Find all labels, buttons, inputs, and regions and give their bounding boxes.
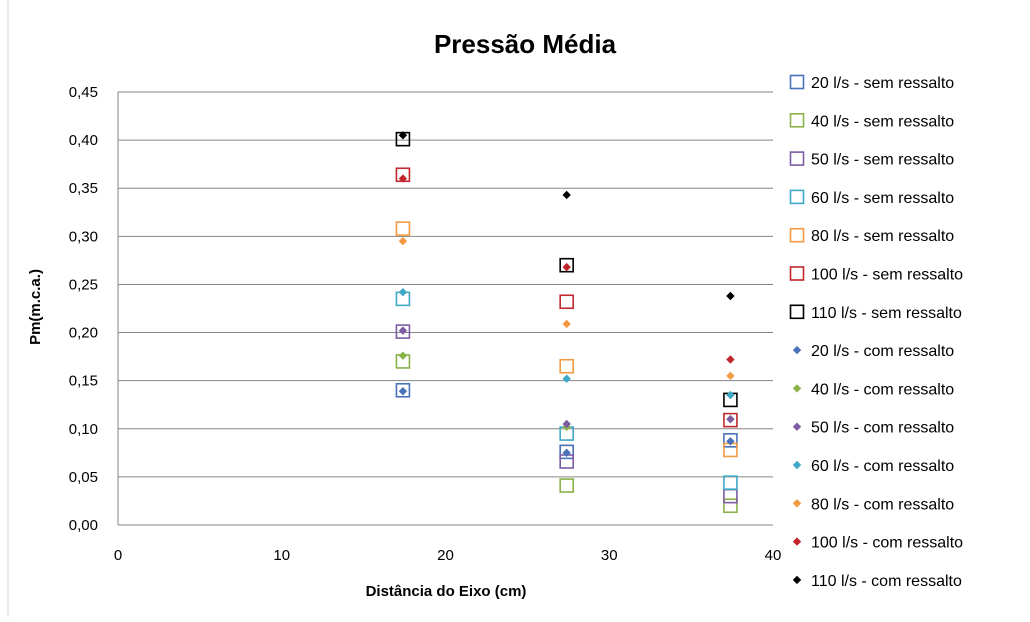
- data-point-diamond: [398, 236, 408, 246]
- legend-label: 20 l/s - sem ressalto: [811, 75, 954, 92]
- x-tick-label: 0: [114, 547, 122, 564]
- legend-label: 80 l/s - sem ressalto: [811, 228, 954, 245]
- data-point-diamond: [726, 414, 735, 424]
- data-point-square: [559, 444, 574, 460]
- data-point-diamond: [726, 437, 735, 446]
- legend-marker-square: [789, 304, 805, 320]
- data-point-diamond: [398, 351, 408, 360]
- x-tick-label: 10: [273, 547, 290, 564]
- legend-marker-square: [789, 74, 805, 90]
- legend-marker-square: [789, 151, 805, 166]
- data-point-diamond: [562, 448, 571, 458]
- y-tick-label: 0,40: [69, 132, 98, 149]
- legend-marker-square: [789, 227, 805, 243]
- legend-label: 40 l/s - com ressalto: [811, 381, 954, 398]
- legend-marker-diamond: [792, 499, 802, 508]
- y-tick-label: 0,25: [69, 276, 98, 293]
- y-tick-label: 0,05: [69, 469, 98, 486]
- y-tick-label: 0,00: [69, 517, 98, 534]
- data-point-diamond: [398, 287, 408, 297]
- chart-title: Pressão Média: [434, 29, 617, 59]
- data-point-square: [559, 294, 574, 310]
- data-point-square: [559, 257, 574, 273]
- gridlines: [118, 91, 773, 478]
- data-point-square: [559, 478, 574, 493]
- y-tick-labels: 0,00 0,05 0,10 0,15 0,20 0,25 0,30 0,35 0,40 0,45: [69, 84, 98, 534]
- data-point-diamond: [726, 291, 735, 301]
- data-point-diamond: [398, 174, 408, 183]
- legend-marker-diamond: [792, 345, 802, 355]
- data-point-square: [395, 382, 411, 398]
- data-point-square: [395, 324, 411, 339]
- x-tick-labels: 0 10 20 30 40: [114, 547, 782, 564]
- data-point-diamond: [726, 371, 735, 381]
- x-axis-title: Distância do Eixo (cm): [366, 583, 527, 600]
- data-point-diamond: [562, 319, 571, 329]
- legend-marker-diamond: [792, 537, 802, 546]
- legend-label: 50 l/s - com ressalto: [811, 420, 954, 437]
- data-point-square: [723, 475, 738, 490]
- legend-label: 60 l/s - com ressalto: [811, 458, 954, 475]
- y-axis-title: Pm(m.c.a.): [27, 269, 44, 345]
- legend-label: 110 l/s - com ressalto: [811, 573, 962, 590]
- data-point-square: [559, 358, 574, 374]
- y-tick-label: 0,10: [69, 421, 98, 438]
- legend-marker-square: [789, 189, 805, 205]
- legend-label: 100 l/s - com ressalto: [811, 535, 963, 552]
- legend-marker-square: [789, 266, 805, 281]
- legend: 20 l/s - sem ressalto 40 l/s - sem ressal…: [789, 74, 963, 590]
- legend-marker-diamond: [792, 460, 802, 470]
- x-tick-label: 30: [601, 547, 618, 564]
- y-tick-label: 0,20: [69, 325, 98, 342]
- legend-marker-diamond: [792, 575, 802, 585]
- data-point-square: [723, 433, 738, 448]
- data-point-diamond: [726, 355, 735, 364]
- legend-marker-diamond: [792, 384, 802, 393]
- legend-label: 100 l/s - sem ressalto: [811, 267, 963, 284]
- data-points: [395, 131, 738, 514]
- data-point-diamond: [562, 262, 571, 272]
- data-point-diamond: [398, 326, 408, 335]
- data-point-diamond: [562, 374, 571, 383]
- x-tick-label: 40: [765, 547, 782, 564]
- data-point-diamond: [398, 131, 408, 140]
- legend-label: 110 l/s - sem ressalto: [811, 305, 962, 322]
- data-point-square: [395, 221, 411, 236]
- x-tick-label: 20: [437, 547, 454, 564]
- legend-label: 50 l/s - sem ressalto: [811, 152, 954, 169]
- axes: [117, 92, 773, 526]
- legend-label: 40 l/s - sem ressalto: [811, 113, 954, 130]
- data-point-diamond: [398, 387, 408, 396]
- data-point-diamond: [562, 190, 571, 200]
- legend-label: 80 l/s - com ressalto: [811, 496, 954, 513]
- legend-label: 60 l/s - sem ressalto: [811, 190, 954, 207]
- legend-label: 20 l/s - com ressalto: [811, 343, 954, 360]
- data-point-diamond: [562, 419, 571, 429]
- y-tick-label: 0,35: [69, 180, 98, 197]
- y-tick-label: 0,15: [69, 373, 98, 390]
- data-point-diamond: [726, 390, 735, 400]
- y-tick-label: 0,30: [69, 228, 98, 245]
- data-point-square: [723, 412, 738, 428]
- legend-marker-square: [789, 113, 805, 128]
- legend-marker-diamond: [792, 422, 802, 431]
- data-point-square: [723, 498, 738, 514]
- y-tick-label: 0,45: [69, 84, 98, 101]
